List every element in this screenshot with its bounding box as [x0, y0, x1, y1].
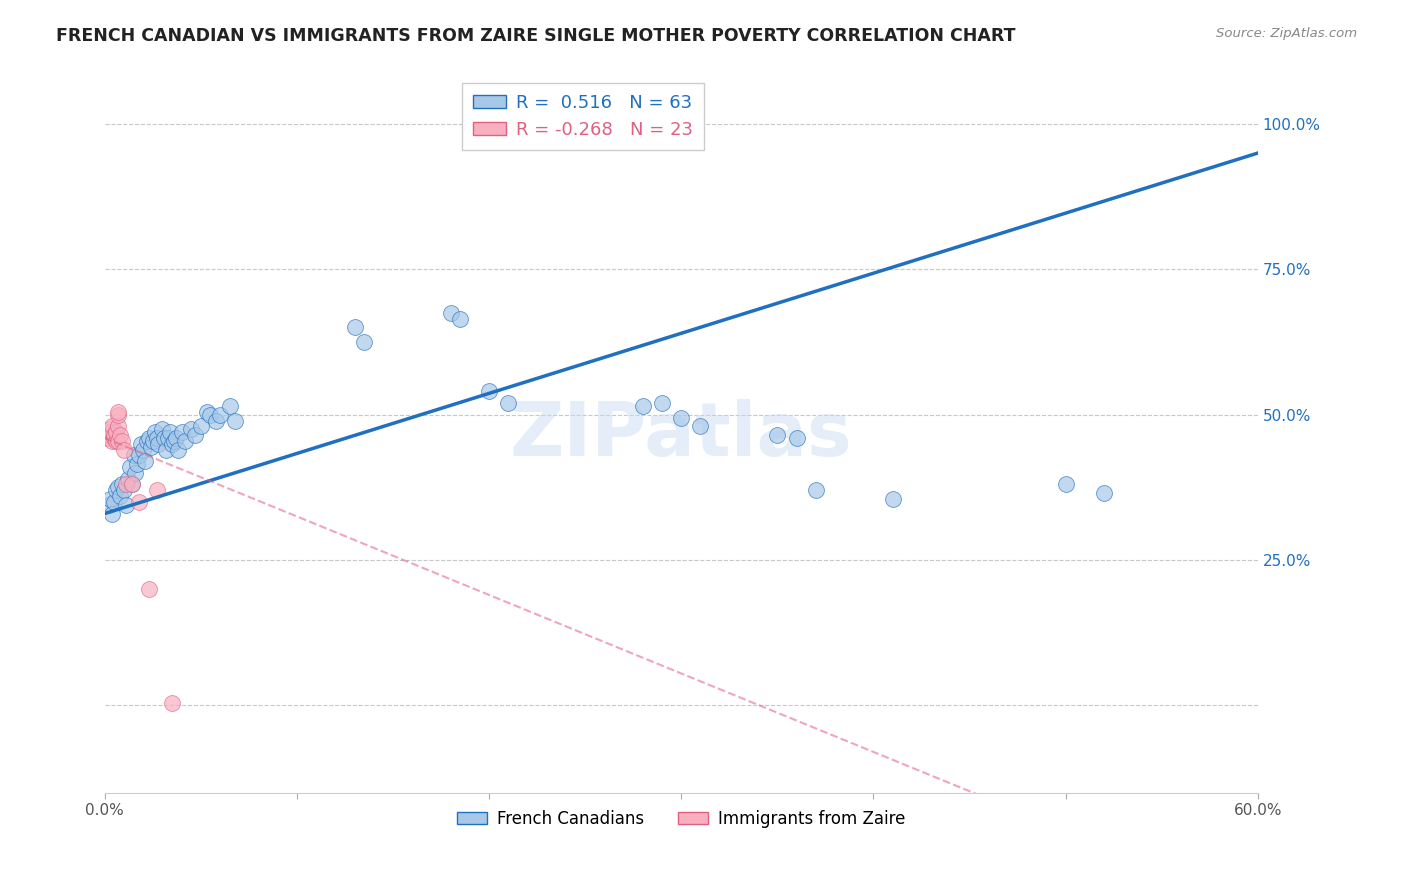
Point [108, 489, 131, 503]
Point [118, 460, 141, 475]
Point [101, 507, 124, 521]
Point [100, 425, 122, 439]
Point [205, 413, 228, 427]
Point [132, 442, 155, 457]
Point [108, 428, 131, 442]
Point [105, 483, 128, 498]
Point [166, 442, 188, 457]
Point [353, 334, 375, 349]
Point [103, 428, 125, 442]
Point [127, 457, 149, 471]
Point [671, 410, 693, 425]
Point [117, 472, 139, 486]
Point [148, 436, 170, 450]
Point [107, 480, 129, 494]
Point [114, 477, 136, 491]
Point [170, 425, 193, 439]
Point [129, 436, 152, 450]
Point [100, 491, 122, 506]
Point [145, 483, 167, 498]
Point [122, 449, 145, 463]
Point [145, 431, 167, 445]
Point [159, 425, 181, 439]
Point [121, 477, 143, 491]
Point [160, 436, 183, 450]
Point [100, 422, 122, 436]
Point [449, 311, 471, 326]
Point [105, 425, 128, 439]
Legend: French Canadians, Immigrants from Zaire: French Canadians, Immigrants from Zaire [451, 803, 912, 834]
Point [160, 696, 183, 710]
Point [101, 419, 124, 434]
Point [103, 495, 125, 509]
Point [111, 477, 134, 491]
Point [107, 405, 129, 419]
Point [134, 454, 156, 468]
Text: FRENCH CANADIAN VS IMMIGRANTS FROM ZAIRE SINGLE MOTHER POVERTY CORRELATION CHART: FRENCH CANADIAN VS IMMIGRANTS FROM ZAIRE… [56, 27, 1015, 45]
Point [1054, 477, 1077, 491]
Point [107, 419, 129, 434]
Point [882, 491, 904, 506]
Point [128, 495, 150, 509]
Point [114, 498, 136, 512]
Point [440, 306, 463, 320]
Point [139, 440, 162, 454]
Point [97, 428, 120, 442]
Point [804, 483, 827, 498]
Point [150, 422, 173, 436]
Text: Source: ZipAtlas.com: Source: ZipAtlas.com [1216, 27, 1357, 40]
Point [153, 431, 176, 445]
Point [631, 399, 654, 413]
Point [155, 442, 177, 457]
Point [112, 442, 135, 457]
Point [157, 431, 180, 445]
Point [138, 582, 160, 596]
Point [343, 320, 366, 334]
Point [128, 449, 150, 463]
Point [107, 434, 129, 448]
Point [218, 399, 240, 413]
Point [121, 477, 143, 491]
Point [165, 431, 187, 445]
Point [1092, 486, 1115, 500]
Point [208, 408, 231, 422]
Point [107, 408, 129, 422]
Point [786, 431, 808, 445]
Point [180, 422, 202, 436]
Point [651, 396, 673, 410]
Point [766, 428, 789, 442]
Point [101, 434, 124, 448]
Point [124, 466, 146, 480]
Point [97, 498, 120, 512]
Point [142, 434, 165, 448]
Point [200, 408, 222, 422]
Point [224, 413, 246, 427]
Point [498, 396, 520, 410]
Text: ZIPatlas: ZIPatlas [510, 399, 852, 472]
Point [190, 419, 212, 434]
Point [136, 434, 159, 448]
Point [478, 384, 501, 399]
Point [195, 405, 218, 419]
Point [103, 431, 125, 445]
Point [112, 483, 135, 498]
Point [689, 419, 711, 434]
Point [184, 428, 207, 442]
Point [96, 431, 118, 445]
Point [111, 434, 134, 448]
Point [143, 425, 166, 439]
Point [105, 434, 128, 448]
Point [138, 431, 160, 445]
Point [174, 434, 197, 448]
Point [163, 434, 186, 448]
